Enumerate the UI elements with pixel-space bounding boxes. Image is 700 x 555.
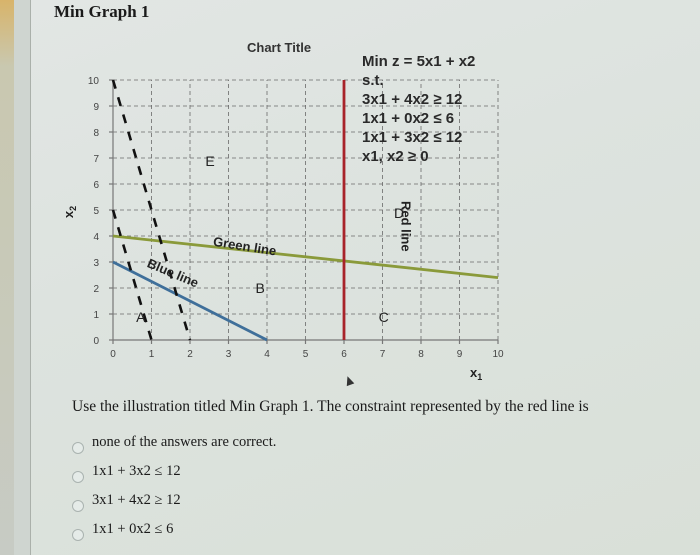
constraint-1: 3x1 + 4x2 ≥ 12 (362, 91, 463, 108)
svg-text:6: 6 (341, 349, 347, 360)
svg-text:10: 10 (88, 76, 100, 87)
chart-axes (109, 79, 499, 344)
annotation-a: A (136, 309, 146, 325)
answer-option-label: 1x1 + 0x2 ≤ 6 (92, 521, 174, 537)
svg-text:7: 7 (93, 154, 99, 165)
annotation-c: C (379, 309, 389, 325)
svg-text:2: 2 (187, 349, 193, 360)
answer-option[interactable]: 1x1 + 0x2 ≤ 6 (72, 515, 276, 544)
dashed-line-1 (111, 209, 153, 341)
svg-text:0: 0 (110, 349, 116, 360)
svg-text:1: 1 (149, 349, 155, 360)
radio-button-icon[interactable] (72, 529, 84, 541)
svg-text:8: 8 (93, 128, 99, 139)
chart-annotations: A B C D E Green line Blue line Red line (136, 153, 414, 325)
page-title: Min Graph 1 (54, 2, 150, 21)
svg-text:3: 3 (226, 349, 232, 360)
answer-option[interactable]: 3x1 + 4x2 ≥ 12 (72, 486, 276, 515)
svg-text:4: 4 (93, 232, 99, 243)
answer-options: none of the answers are correct. 1x1 + 3… (72, 428, 276, 544)
svg-text:2: 2 (93, 284, 99, 295)
blue-line (112, 260, 268, 342)
answer-option-label: none of the answers are correct. (92, 434, 277, 450)
annotation-d: D (394, 205, 404, 221)
annotation-blue-line: Blue line (145, 255, 201, 290)
svg-text:1: 1 (93, 310, 99, 321)
chart-title: Chart Title (247, 40, 312, 55)
svg-text:9: 9 (93, 102, 99, 113)
svg-text:5: 5 (303, 349, 309, 360)
svg-text:7: 7 (380, 349, 386, 360)
answer-option-label: 1x1 + 3x2 ≤ 12 (92, 463, 181, 479)
constraint-3: 1x1 + 3x2 ≤ 12 (362, 129, 463, 146)
left-edge-strip-inner (14, 0, 31, 555)
answer-option-label: 3x1 + 4x2 ≥ 12 (92, 492, 181, 508)
svg-text:10: 10 (492, 349, 504, 360)
svg-text:6: 6 (93, 180, 99, 191)
radio-button-icon[interactable] (72, 471, 84, 483)
svg-text:5: 5 (93, 206, 99, 217)
constraint-4: x1, x2 ≥ 0 (362, 148, 429, 165)
annotation-red-line: Red line (399, 201, 414, 252)
answer-option[interactable]: none of the answers are correct. (72, 428, 276, 457)
radio-button-icon[interactable] (72, 500, 84, 512)
annotation-e: E (205, 153, 214, 169)
radio-button-icon[interactable] (72, 442, 84, 454)
x-axis-label: x1 (470, 365, 482, 382)
constraint-2: 1x1 + 0x2 ≤ 6 (362, 110, 455, 127)
x-tick-labels: 0 1 2 3 4 5 6 7 8 9 10 (110, 349, 504, 360)
y-tick-labels: 0 1 2 3 4 5 6 7 8 9 10 (88, 76, 100, 347)
formula-box: Min z = 5x1 + x2 s.t. 3x1 + 4x2 ≥ 12 1x1… (362, 52, 475, 166)
svg-text:0: 0 (93, 336, 99, 347)
svg-text:3: 3 (93, 258, 99, 269)
y-axis-label: x2 (61, 206, 78, 218)
svg-text:9: 9 (457, 349, 463, 360)
annotation-green-line: Green line (212, 234, 277, 259)
chart-series (111, 79, 499, 342)
svg-text:8: 8 (418, 349, 424, 360)
question-text: Use the illustration titled Min Graph 1.… (72, 398, 589, 415)
objective-function: Min z = 5x1 + x2 (362, 53, 476, 70)
green-line (112, 234, 499, 279)
subject-to-label: s.t. (362, 72, 384, 89)
answer-option[interactable]: 1x1 + 3x2 ≤ 12 (72, 457, 276, 486)
chart-plot: 0 1 2 3 4 5 6 7 8 9 10 0 1 2 3 4 5 6 7 8 9 10 A B C D E Green lin… (61, 76, 504, 382)
svg-text:4: 4 (264, 349, 270, 360)
annotation-b: B (255, 280, 264, 296)
